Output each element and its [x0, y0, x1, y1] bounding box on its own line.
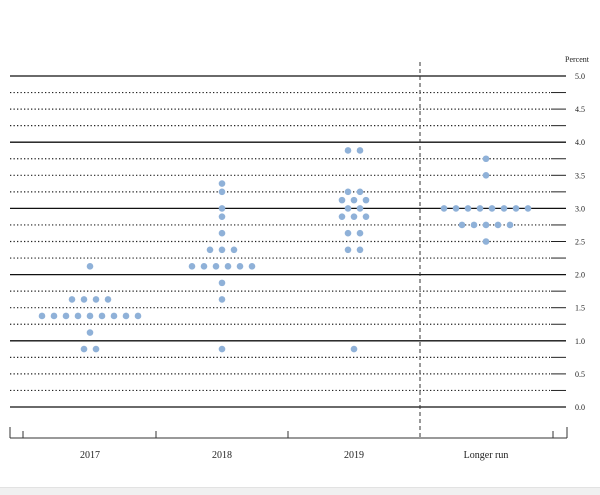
dot-2019	[344, 188, 352, 196]
dot-2018	[248, 263, 256, 270]
dot-2019	[338, 196, 346, 204]
dot-longer-run	[482, 155, 490, 163]
dot-2018	[224, 263, 232, 270]
dot-2018	[218, 246, 226, 254]
dots	[38, 147, 532, 353]
dot-2019	[344, 205, 352, 212]
dot-2018	[236, 263, 244, 270]
dot-longer-run	[512, 205, 520, 212]
y-tick-label: 1.5	[575, 304, 585, 313]
dot-2019	[344, 229, 352, 237]
x-axis	[9, 427, 568, 439]
y-tick-label: 3.5	[575, 171, 585, 180]
dot-2018	[218, 213, 226, 220]
y-tick-label: 5.0	[575, 72, 585, 81]
dot-2017	[86, 329, 94, 336]
dot-2018	[218, 180, 226, 187]
dot-2017	[50, 312, 58, 320]
dot-2019	[338, 213, 346, 220]
dot-2018	[218, 296, 226, 303]
dot-2018	[218, 229, 226, 237]
dot-2017	[110, 312, 118, 320]
dot-longer-run	[440, 205, 448, 212]
y-tick-label: 0.0	[575, 403, 585, 412]
dot-2019	[344, 246, 352, 254]
y-tick-label: 3.0	[575, 204, 585, 213]
x-label-2018: 2018	[212, 450, 232, 461]
y-tick-label: 4.5	[575, 105, 585, 114]
x-tick-labels: 2017 2018 2019 Longer run	[80, 450, 508, 461]
dot-2017	[86, 312, 94, 320]
x-label-2017: 2017	[80, 450, 100, 461]
dot-2018	[206, 246, 214, 254]
dot-longer-run	[458, 221, 466, 229]
grid-lines	[10, 75, 566, 408]
dot-longer-run	[488, 205, 496, 212]
dot-longer-run	[524, 205, 532, 212]
dot-2018	[200, 263, 208, 270]
dot-2017	[80, 345, 88, 353]
dot-2019	[362, 213, 370, 220]
y-tick-label: 4.0	[575, 138, 585, 147]
dot-longer-run	[476, 205, 484, 212]
dot-2017	[86, 263, 94, 270]
dot-longer-run	[464, 205, 472, 212]
dot-longer-run	[452, 205, 460, 212]
dot-2017	[62, 312, 70, 320]
dot-2019	[350, 345, 358, 353]
bottom-bar	[0, 487, 600, 495]
y-tick-label: 1.0	[575, 337, 585, 346]
dot-2018	[230, 246, 238, 254]
dot-longer-run	[494, 221, 502, 229]
dot-longer-run	[506, 221, 514, 229]
dot-2019	[356, 147, 364, 154]
dot-2018	[218, 279, 226, 287]
dot-2018	[212, 263, 220, 270]
dot-2018	[218, 188, 226, 196]
dot-longer-run	[482, 221, 490, 229]
dot-2017	[68, 296, 76, 303]
y-tick-label: 2.0	[575, 271, 585, 280]
dot-longer-run	[482, 238, 490, 245]
dot-2019	[344, 147, 352, 154]
dot-longer-run	[482, 172, 490, 179]
dot-2017	[38, 312, 46, 320]
dot-longer-run	[500, 205, 508, 212]
dot-2017	[92, 296, 100, 303]
x-label-2019: 2019	[344, 450, 364, 461]
dot-2017	[80, 296, 88, 303]
dot-2017	[74, 312, 82, 320]
dot-2019	[350, 196, 358, 204]
dot-2017	[122, 312, 130, 320]
dot-2019	[356, 229, 364, 237]
dot-longer-run	[470, 221, 478, 229]
dot-2017	[104, 296, 112, 303]
unit-label: Percent	[565, 55, 590, 64]
dot-2018	[218, 205, 226, 212]
x-label-longer-run: Longer run	[464, 450, 509, 461]
y-tick-label: 0.5	[575, 370, 585, 379]
dot-2019	[350, 213, 358, 220]
dot-2017	[134, 312, 142, 320]
dot-2019	[356, 188, 364, 196]
y-tick-labels: 0.0 0.5 1.0 1.5 2.0 2.5 3.0 3.5 4.0 4.5 5.0	[575, 72, 585, 412]
dot-2019	[356, 205, 364, 212]
dot-2019	[362, 196, 370, 204]
y-tick-label: 2.5	[575, 238, 585, 247]
dot-2018	[218, 345, 226, 353]
dot-2017	[98, 312, 106, 320]
dot-2019	[356, 246, 364, 254]
dot-2017	[92, 345, 100, 353]
dot-2018	[188, 263, 196, 270]
